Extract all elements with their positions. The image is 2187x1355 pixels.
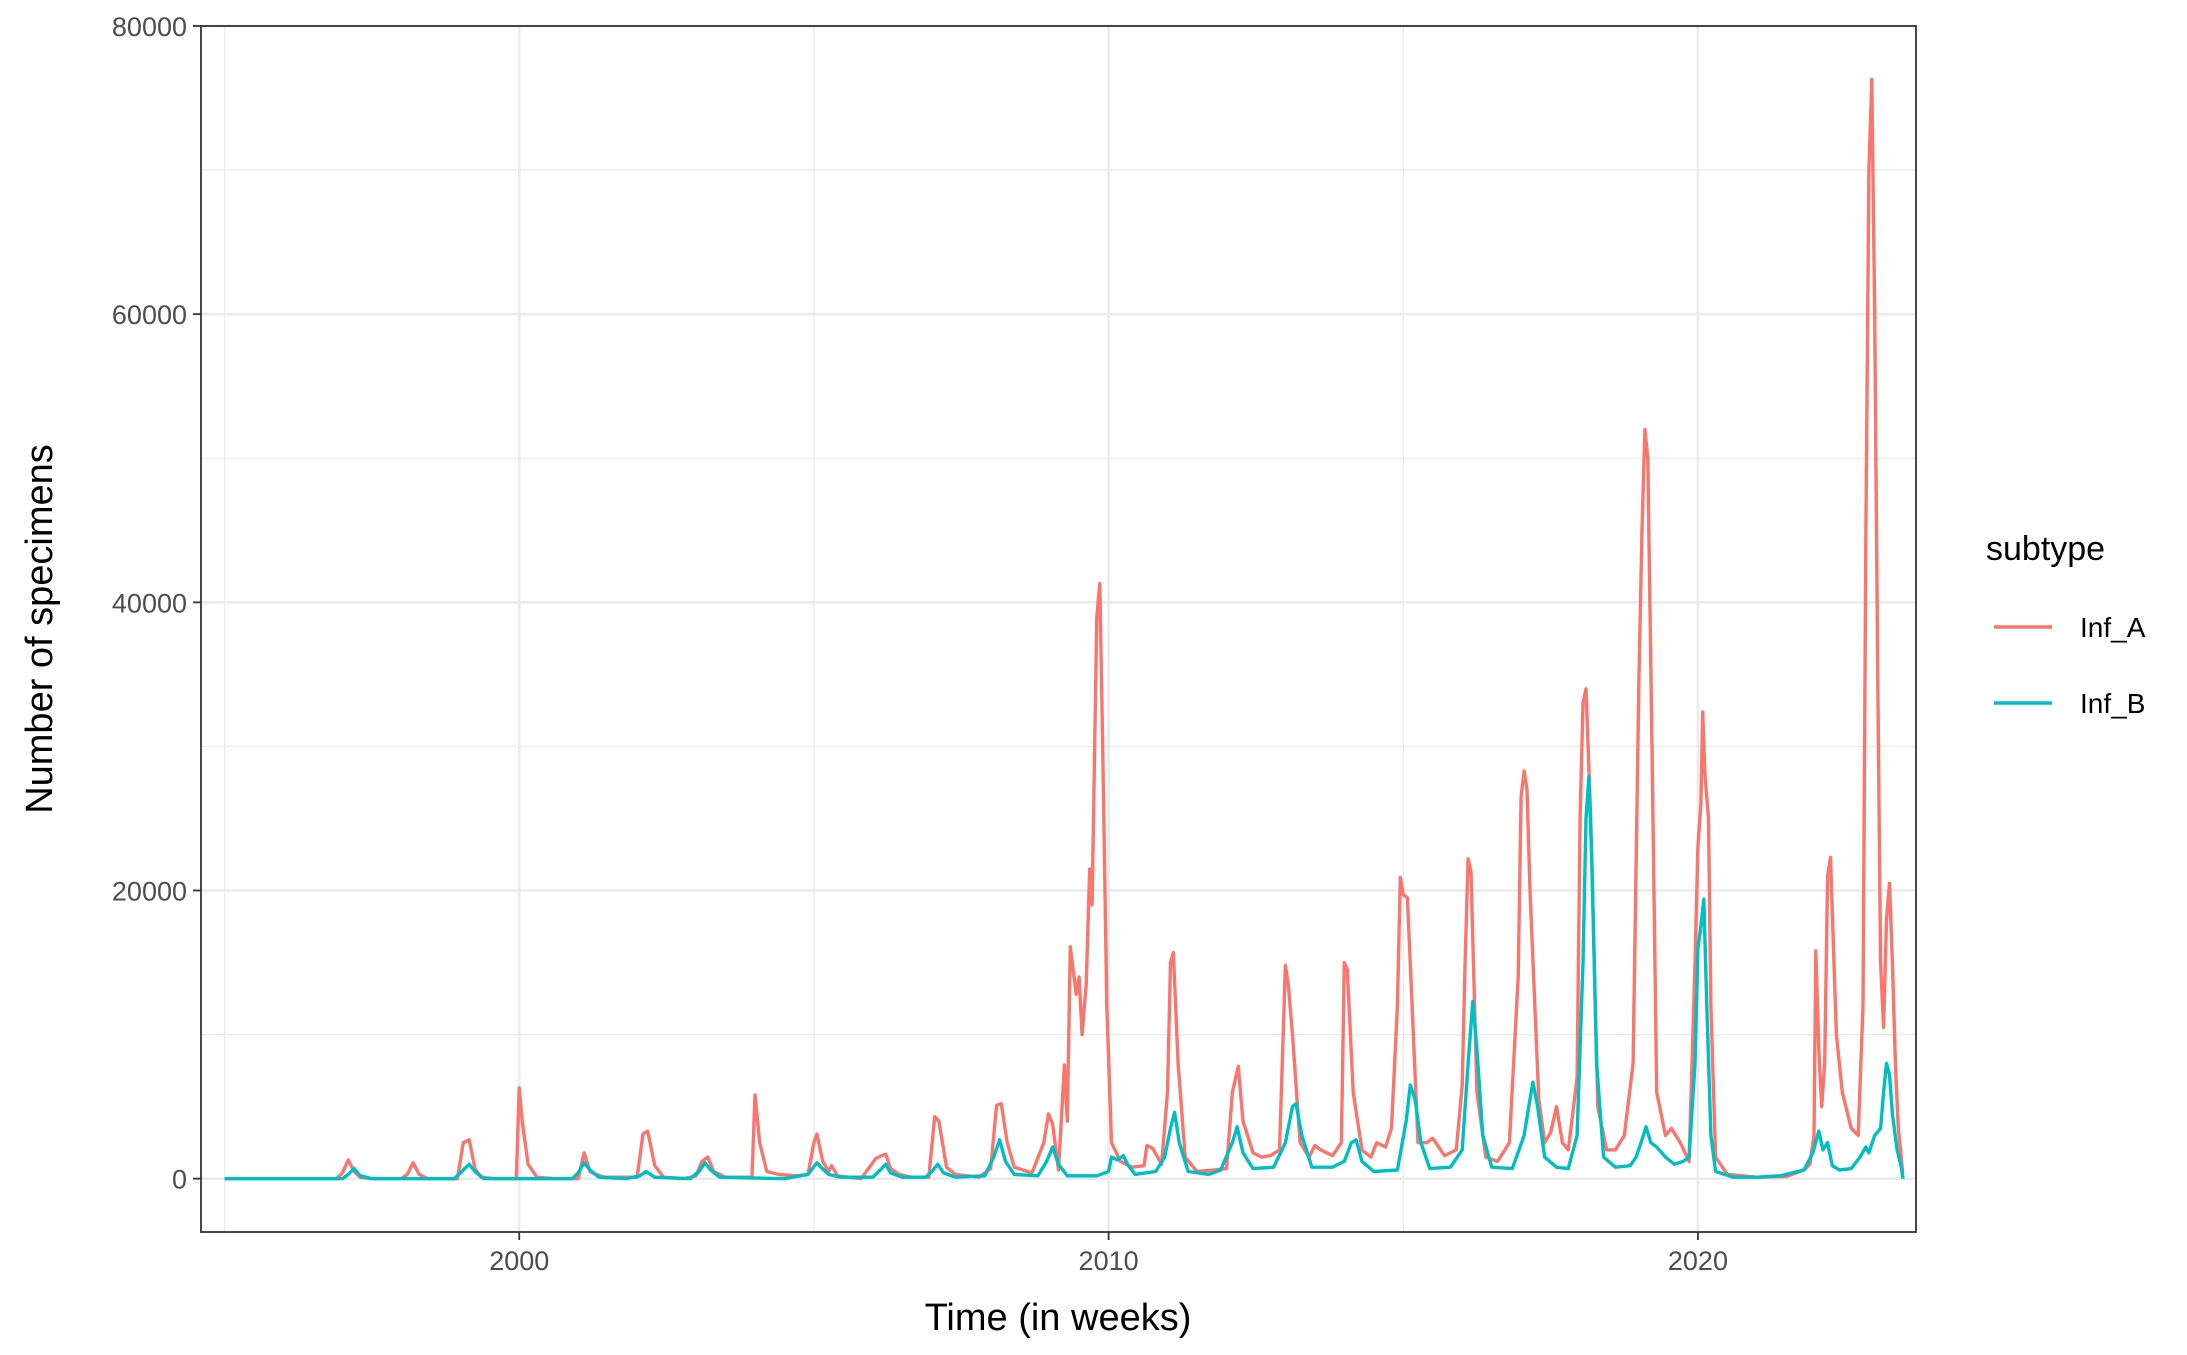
panel-background [201,26,1916,1232]
legend: subtype Inf_A Inf_B [1986,530,2146,719]
series-line-inf-a [224,77,1905,1181]
series-lines [224,77,1905,1181]
y-axis-title: Number of specimens [19,444,61,814]
x-axis-title: Time (in weeks) [925,1297,1192,1339]
y-tick-label: 40000 [112,588,187,618]
y-tick-label: 60000 [112,300,187,330]
panel-border [200,25,1917,1233]
series-line-inf-b [224,775,1905,1181]
y-tick-label: 80000 [112,12,187,42]
legend-label: Inf_B [2080,688,2145,719]
legend-items: Inf_A Inf_B [1994,612,2146,719]
legend-label: Inf_A [2080,612,2146,643]
axis-ticks: 2000 2010 2020 0 20000 40000 60000 80000 [112,12,1728,1276]
x-tick-label: 2000 [489,1246,549,1276]
y-tick-label: 20000 [112,877,187,907]
x-tick-label: 2010 [1079,1246,1139,1276]
legend-title: subtype [1986,530,2105,568]
y-tick-label: 0 [172,1165,187,1195]
x-tick-label: 2020 [1668,1246,1728,1276]
